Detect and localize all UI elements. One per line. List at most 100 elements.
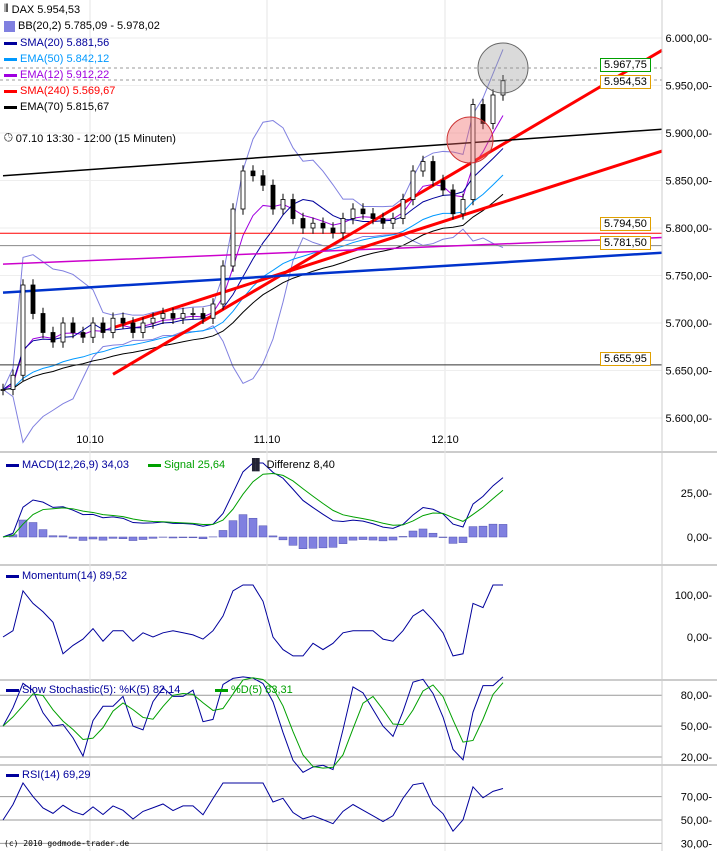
y-tick-label: 5.800,00- — [666, 223, 713, 235]
candle-body — [250, 170, 256, 177]
macd-tick-label: 0,00- — [687, 532, 712, 544]
legend-macd: MACD(12,26,9) 34,03 — [6, 459, 129, 471]
candle-body — [430, 161, 436, 181]
candle-body — [370, 213, 376, 219]
candle-body — [290, 199, 296, 219]
y-tick-label: 6.000,00- — [666, 33, 713, 45]
legend-bb: BB(20,2) 5.785,09 - 5.978,02 — [4, 20, 160, 32]
candle-body — [130, 322, 136, 333]
candle-body — [320, 222, 326, 229]
candle-body — [10, 374, 16, 390]
trendline — [112, 49, 663, 376]
ema50-line — [2, 174, 504, 390]
candle-body — [210, 303, 216, 319]
legend-rsi: RSI(14) 69,29 — [6, 769, 90, 781]
candle-body — [340, 218, 346, 234]
highlight-circle-gray — [477, 42, 529, 94]
y-tick-label: 5.950,00- — [666, 81, 713, 93]
legend-diff: ▐▌ Differenz 8,40 — [248, 459, 335, 471]
macd-histogram-bar — [448, 536, 458, 544]
candle-body — [20, 284, 26, 376]
y-tick-label: 5.900,00- — [666, 128, 713, 140]
price-tag-5655: 5.655,95 — [600, 352, 651, 366]
candle-body — [80, 332, 86, 338]
macd-histogram-bar — [288, 536, 298, 546]
macd-histogram-bar — [228, 520, 238, 538]
candle-body — [420, 161, 426, 172]
macd-histogram-bar — [168, 536, 178, 539]
legend-diff-label: Differenz 8,40 — [266, 459, 335, 471]
macd-histogram-bar — [398, 536, 408, 538]
macd-histogram-bar — [278, 536, 288, 541]
candle-body — [100, 322, 106, 333]
candle-body — [120, 317, 126, 324]
macd-histogram-bar — [138, 536, 148, 540]
candle-body — [360, 208, 366, 215]
macd-histogram-bar — [368, 536, 378, 541]
macd-histogram-bar — [28, 522, 38, 538]
macd-histogram-bar — [478, 525, 488, 538]
legend-sma240: SMA(240) 5.569,67 — [4, 85, 115, 97]
macd-histogram-bar — [358, 536, 368, 540]
candle-body — [90, 322, 96, 338]
candle-body — [330, 227, 336, 234]
momentum-tick-label: 0,00- — [687, 632, 712, 644]
macd-histogram-bar — [18, 519, 28, 538]
momentum-tick-label: 100,00- — [675, 590, 713, 602]
candle-body — [380, 218, 386, 224]
rsi-tick-label: 50,00- — [681, 815, 713, 827]
stoch-tick-label: 50,00- — [681, 721, 713, 733]
rsi-tick-label: 30,00- — [681, 838, 713, 850]
candle-body — [180, 313, 186, 319]
legend-signal: Signal 25,64 — [148, 459, 225, 471]
macd-histogram-bar — [98, 536, 108, 541]
legend-dax-label: DAX 5.954,53 — [11, 3, 81, 16]
clock-icon: 🕒︎ — [4, 132, 13, 144]
candle-body — [490, 94, 496, 124]
candle-body — [410, 170, 416, 200]
signal-line — [2, 472, 504, 538]
candlestick-icon: ⫴ — [4, 3, 9, 15]
legend-bb-label: BB(20,2) 5.785,09 - 5.978,02 — [18, 20, 160, 32]
candle-body — [160, 313, 166, 319]
sma20-line — [2, 148, 504, 390]
candle-body — [280, 199, 286, 210]
price-tag-5781: 5.781,50 — [600, 236, 651, 250]
x-tick-label: 10.10 — [76, 434, 104, 446]
candle-body — [440, 180, 446, 191]
candle-body — [460, 199, 466, 215]
legend-momentum-label: Momentum(14) 89,52 — [22, 570, 128, 582]
candle-body — [470, 104, 476, 200]
candle-body — [230, 208, 236, 267]
y-tick-label: 5.600,00- — [666, 413, 713, 425]
stoch-d-line — [2, 677, 504, 769]
macd-histogram-bar — [488, 523, 498, 538]
legend-period: 🕒︎ 07.10 13:30 - 12:00 (15 Minuten) — [4, 132, 176, 145]
stoch-tick-label: 20,00- — [681, 752, 713, 764]
period-label: 07.10 13:30 - 12:00 (15 Minuten) — [15, 132, 176, 145]
candle-body — [40, 313, 46, 333]
x-tick-label: 12.10 — [431, 434, 459, 446]
legend-stoch-d: %D(5) 83,31 — [215, 684, 293, 696]
rsi-line — [2, 782, 504, 833]
stoch-tick-label: 80,00- — [681, 690, 713, 702]
trendline — [2, 251, 663, 294]
bollinger-lower — [2, 228, 504, 444]
candle-body — [480, 104, 486, 124]
candle-body — [260, 175, 266, 186]
macd-histogram-bar — [68, 536, 78, 539]
macd-histogram-bar — [298, 536, 308, 549]
legend-stoch-k-label: Slow Stochastic(5): %K(5) 82,14 — [22, 684, 181, 696]
candle-body — [170, 313, 176, 319]
candle-body — [140, 322, 146, 333]
legend-rsi-label: RSI(14) 69,29 — [22, 769, 91, 781]
macd-histogram-bar — [378, 536, 388, 542]
legend-signal-label: Signal 25,64 — [164, 459, 226, 471]
macd-histogram-bar — [388, 536, 398, 541]
macd-histogram-bar — [468, 526, 478, 538]
candle-body — [300, 218, 306, 229]
macd-histogram-bar — [218, 530, 228, 538]
rsi-tick-label: 70,00- — [681, 792, 713, 804]
macd-histogram-bar — [48, 535, 58, 538]
candle-body — [190, 313, 196, 315]
